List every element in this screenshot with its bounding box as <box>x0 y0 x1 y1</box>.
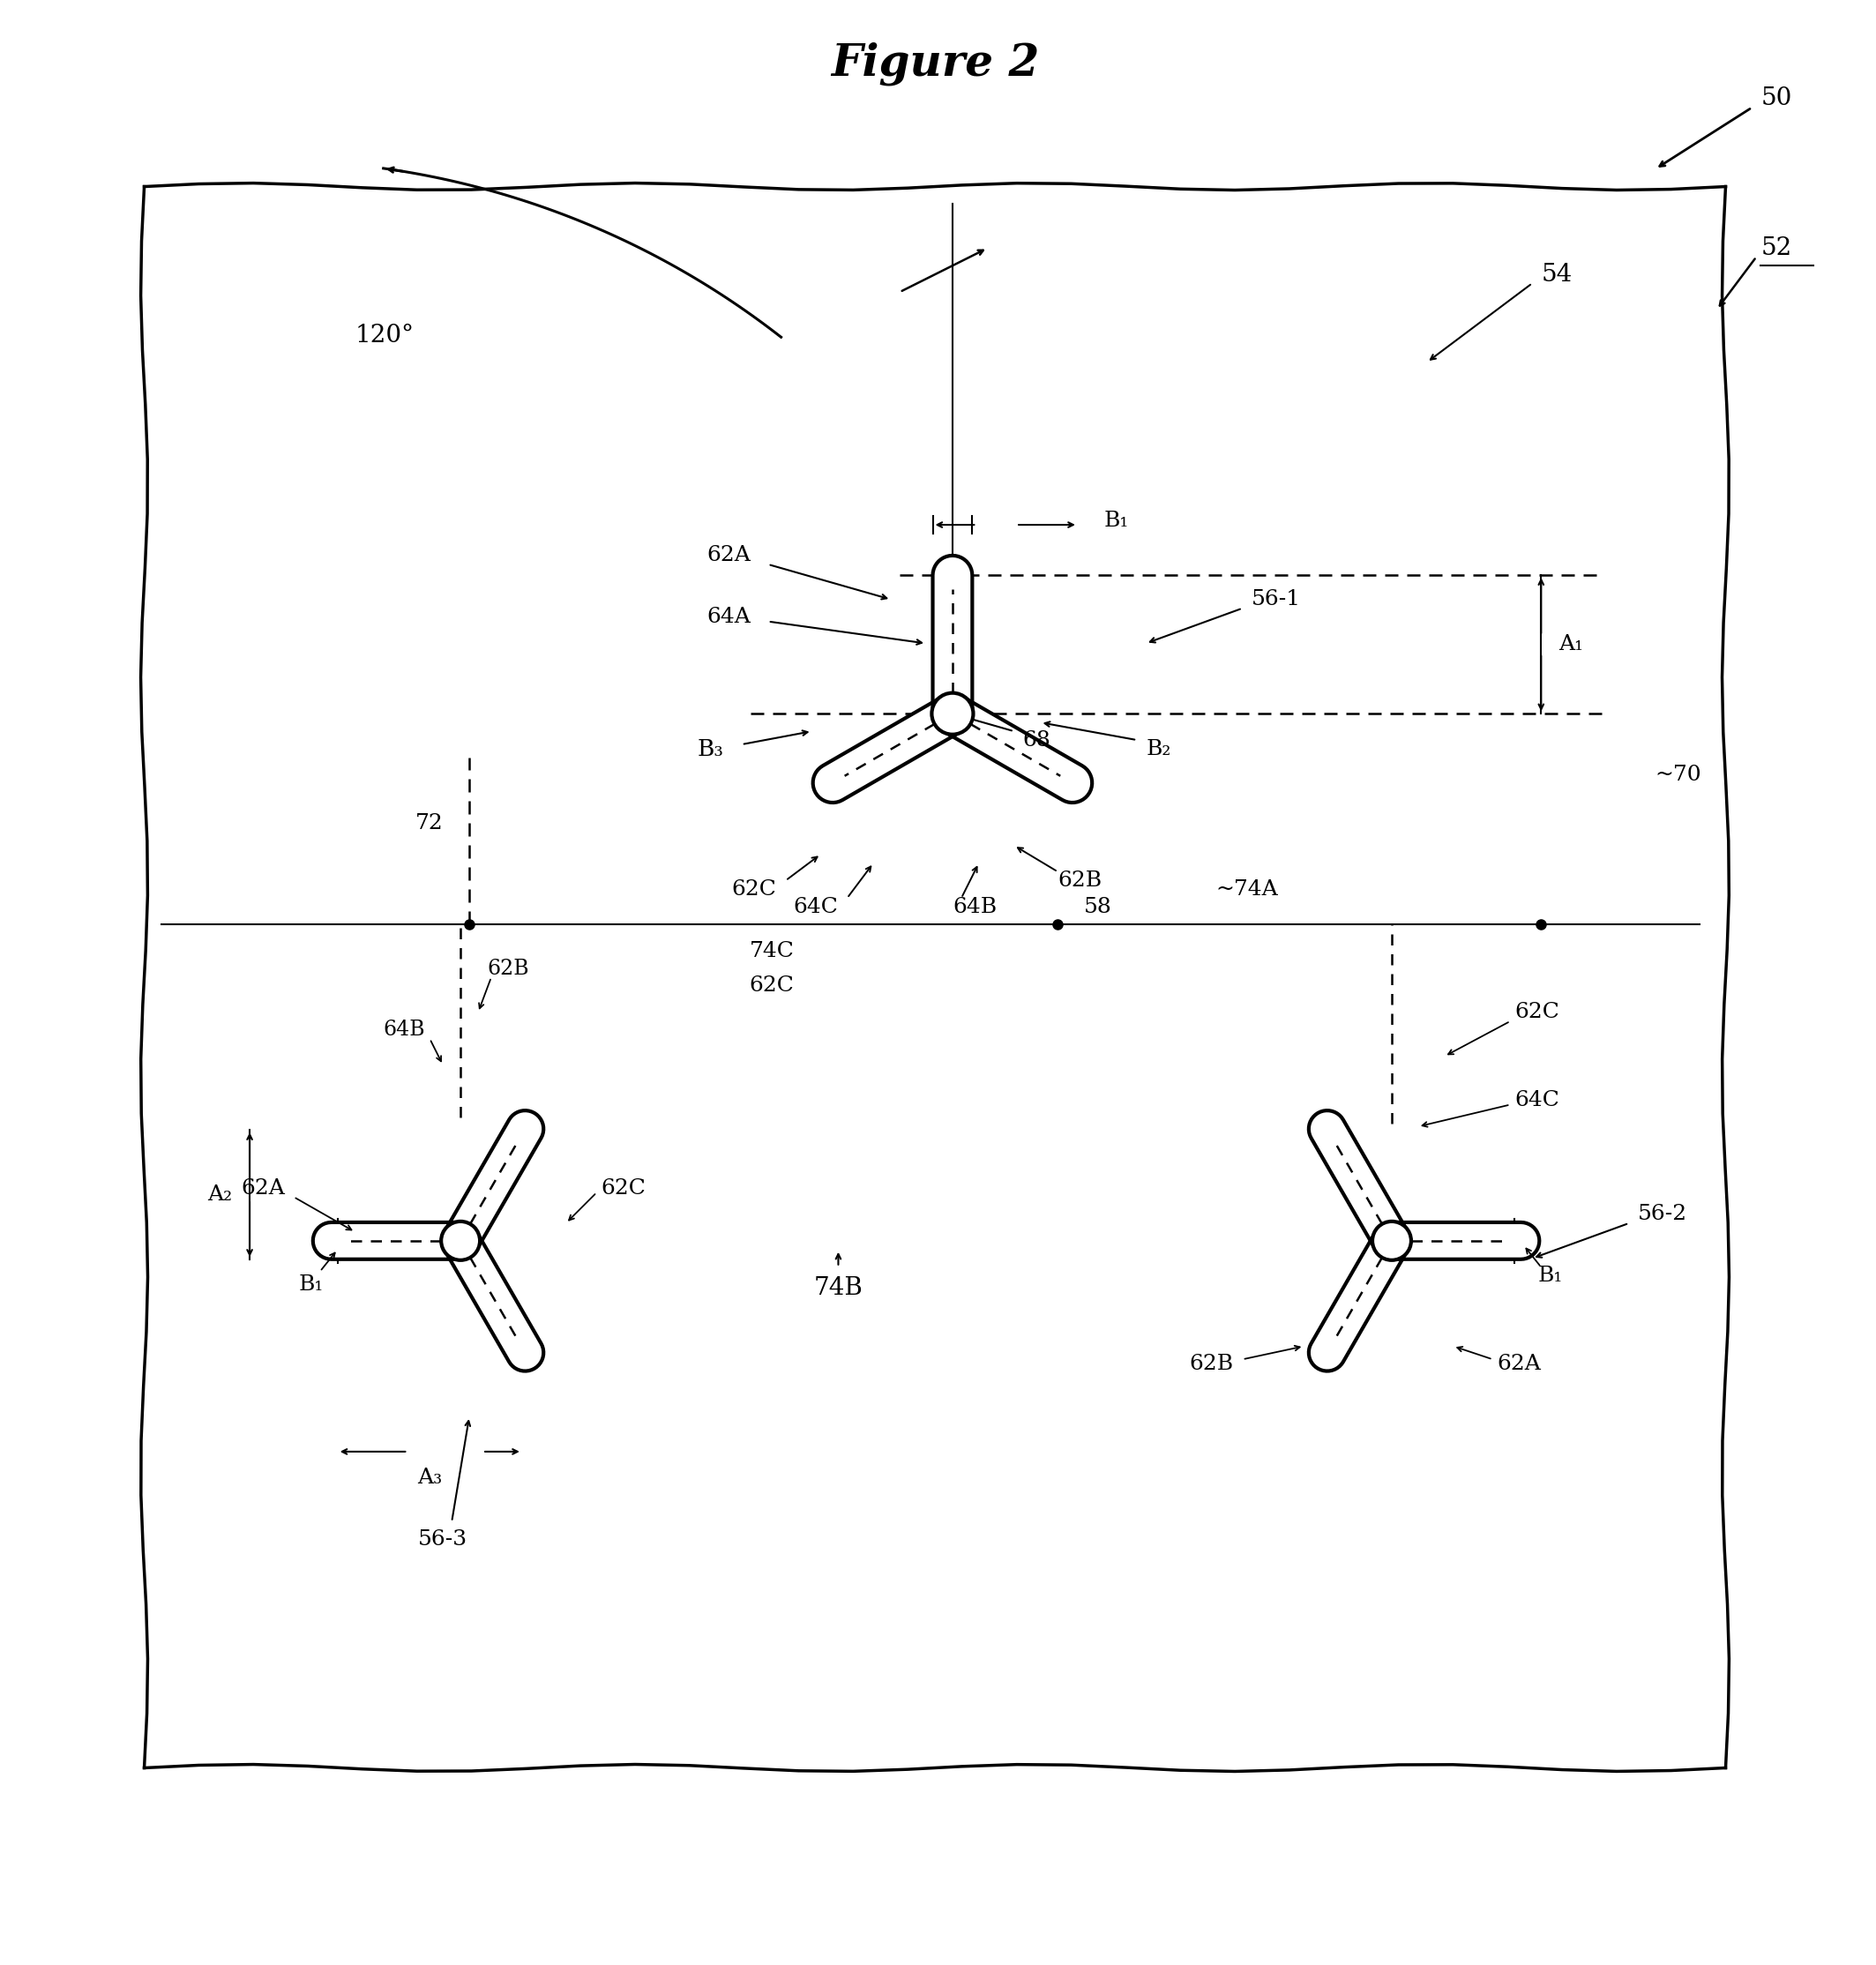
Text: 72: 72 <box>415 814 443 833</box>
Text: 56-3: 56-3 <box>418 1529 467 1550</box>
Polygon shape <box>942 696 1092 802</box>
Text: 64A: 64A <box>707 607 750 627</box>
Text: 64C: 64C <box>794 896 839 918</box>
Text: 56-1: 56-1 <box>1251 590 1300 609</box>
Text: Figure 2: Figure 2 <box>831 41 1039 84</box>
Text: 54: 54 <box>1540 263 1572 287</box>
Text: 74C: 74C <box>750 941 794 961</box>
Text: B₁: B₁ <box>298 1275 325 1295</box>
Polygon shape <box>445 1232 544 1372</box>
Text: 120°: 120° <box>355 324 415 348</box>
Text: B₂: B₂ <box>1146 739 1171 758</box>
Text: A₃: A₃ <box>416 1468 443 1488</box>
Text: 64C: 64C <box>1514 1091 1559 1110</box>
Polygon shape <box>313 1222 460 1260</box>
Polygon shape <box>812 696 962 802</box>
Text: 62A: 62A <box>707 546 750 566</box>
Text: 74B: 74B <box>814 1275 863 1299</box>
Circle shape <box>441 1222 480 1260</box>
Text: 52: 52 <box>1762 236 1792 259</box>
Text: 62B: 62B <box>1058 870 1101 890</box>
Text: B₃: B₃ <box>698 737 724 760</box>
Text: 62A: 62A <box>240 1177 285 1199</box>
Text: A₁: A₁ <box>1559 635 1583 654</box>
Text: 62C: 62C <box>600 1177 645 1199</box>
Text: B₁: B₁ <box>1538 1265 1563 1285</box>
Text: 64B: 64B <box>383 1020 426 1039</box>
Circle shape <box>932 694 974 735</box>
Text: 62B: 62B <box>1189 1354 1234 1374</box>
Text: 62B: 62B <box>488 959 529 979</box>
Text: 50: 50 <box>1762 86 1792 110</box>
Polygon shape <box>1392 1222 1540 1260</box>
Text: ~70: ~70 <box>1655 764 1702 786</box>
Text: 62C: 62C <box>732 878 777 900</box>
Polygon shape <box>1309 1232 1407 1372</box>
Text: 62C: 62C <box>1514 1002 1559 1022</box>
Text: 58: 58 <box>1084 896 1112 918</box>
Polygon shape <box>445 1110 544 1250</box>
Text: 62C: 62C <box>750 977 794 996</box>
Text: 68: 68 <box>1022 729 1051 751</box>
Polygon shape <box>1309 1110 1407 1250</box>
Circle shape <box>1373 1222 1411 1260</box>
Text: 56-2: 56-2 <box>1638 1205 1687 1224</box>
Text: 62A: 62A <box>1497 1354 1542 1374</box>
Polygon shape <box>932 556 972 713</box>
Text: B₁: B₁ <box>1105 511 1129 531</box>
Text: A₂: A₂ <box>206 1185 233 1205</box>
Text: 64B: 64B <box>953 896 996 918</box>
Text: ~74A: ~74A <box>1216 878 1278 900</box>
